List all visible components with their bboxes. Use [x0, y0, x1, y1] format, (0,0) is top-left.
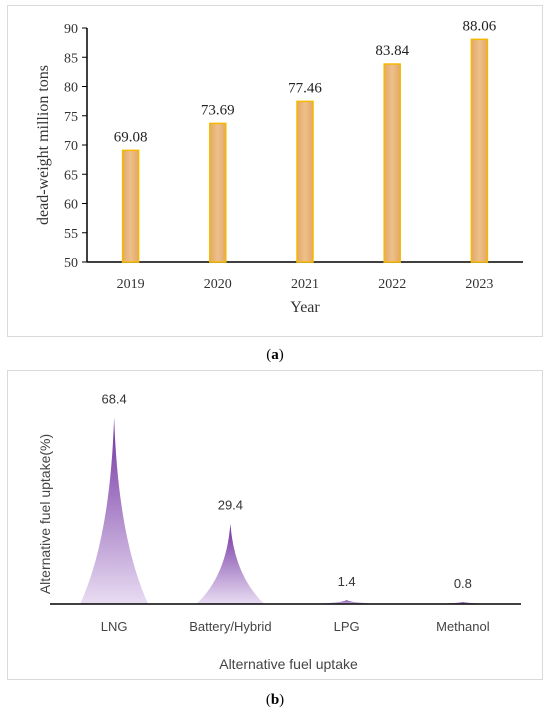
chart-b-panel: 68.4 LNG 29.4 Battery/Hybrid 1.4 LPG 0.8 Methan…	[7, 370, 543, 680]
cone-LPG	[312, 600, 381, 604]
data-label-2019: 69.08	[114, 129, 148, 145]
caption-b: (b)	[265, 692, 285, 708]
y-tick-label: 80	[64, 81, 78, 96]
caption-a: (a)	[266, 347, 284, 363]
data-label-Methanol: 0.8	[454, 576, 472, 591]
chart-b-svg: 68.4 LNG 29.4 Battery/Hybrid 1.4 LPG 0.8 Methan…	[37, 391, 521, 672]
data-label-2020: 73.69	[201, 102, 235, 118]
cone-LNG	[80, 417, 149, 604]
y-tick-label: 65	[64, 168, 78, 183]
y-tick-label: 60	[64, 198, 78, 213]
data-label-LNG: 68.4	[101, 391, 126, 406]
x-tick-label-2023: 2023	[465, 277, 493, 292]
data-label-LPG: 1.4	[338, 574, 356, 589]
data-label-2022: 83.84	[375, 43, 409, 59]
cone-Battery/Hybrid	[196, 523, 265, 604]
y-tick-label: 85	[64, 51, 78, 66]
y-tick-label: 90	[64, 22, 78, 37]
data-label-2021: 77.46	[288, 80, 322, 96]
x-tick-label-LNG: LNG	[101, 619, 128, 634]
data-label-Battery/Hybrid: 29.4	[218, 498, 243, 513]
x-tick-label-Battery/Hybrid: Battery/Hybrid	[189, 619, 271, 634]
chart-a-panel: 50 55 60 65 70 75 80 85 90 69.08 2019 73.69 2020 77.4…	[7, 5, 543, 337]
bar-2023	[470, 38, 489, 263]
bar-2022	[383, 63, 401, 263]
y-tick-label: 55	[64, 227, 78, 242]
x-axis-title: Alternative fuel uptake	[219, 656, 358, 672]
bar-2021	[296, 100, 314, 263]
bar-2019	[121, 149, 140, 263]
y-tick-label: 75	[64, 110, 78, 125]
bar-2020	[209, 122, 227, 263]
x-tick-label-2022: 2022	[378, 277, 406, 292]
x-tick-label-2021: 2021	[291, 277, 319, 292]
y-tick-label: 70	[64, 139, 78, 154]
x-tick-label-LPG: LPG	[334, 619, 360, 634]
data-label-2023: 88.06	[463, 18, 497, 34]
x-tick-label-Methanol: Methanol	[436, 619, 490, 634]
y-axis-title: Alternative fuel uptake(%)	[37, 434, 53, 594]
y-tick-label: 50	[64, 256, 78, 271]
x-axis-title: Year	[290, 299, 320, 316]
chart-a-svg: 50 55 60 65 70 75 80 85 90 69.08 2019 73.69 2020 77.4…	[35, 18, 523, 316]
y-axis-title: dead-weight million tons	[35, 65, 52, 225]
x-tick-label-2019: 2019	[117, 277, 145, 292]
x-tick-label-2020: 2020	[204, 277, 232, 292]
